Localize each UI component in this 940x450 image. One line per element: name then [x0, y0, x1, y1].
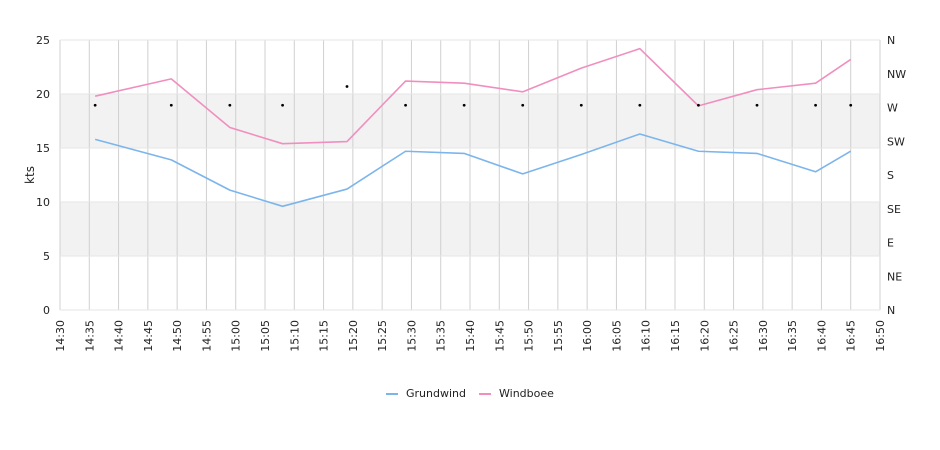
right-axis-label: NE: [887, 270, 902, 283]
x-tick-label: 15:20: [347, 320, 360, 352]
y-tick-label: 0: [43, 304, 50, 317]
x-tick-label: 14:30: [54, 320, 67, 352]
y-tick-label: 10: [36, 196, 50, 209]
direction-marker: [93, 103, 97, 107]
direction-marker: [521, 103, 525, 107]
right-axis-label: NW: [887, 68, 906, 81]
direction-marker: [814, 103, 817, 107]
x-tick-label: 16:45: [845, 320, 858, 352]
x-tick-label: 16:25: [728, 320, 741, 352]
x-tick-label: 14:45: [142, 320, 155, 352]
y-tick-label: 5: [43, 250, 50, 263]
y-tick-label: 25: [36, 34, 50, 47]
series-line-grundwind: [94, 133, 852, 208]
x-tick-label: 15:55: [552, 320, 565, 352]
x-tick-label: 16:30: [757, 320, 770, 352]
right-axis-label: N: [887, 34, 895, 47]
right-axis-label: SE: [887, 203, 901, 216]
direction-marker: [345, 85, 349, 88]
series-line-windboee: [94, 47, 852, 145]
direction-marker: [228, 103, 232, 107]
right-axis-label: E: [887, 237, 894, 250]
direction-marker: [462, 103, 466, 107]
x-tick-label: 14:40: [113, 320, 126, 352]
y-tick-label: 15: [36, 142, 50, 155]
x-tick-label: 14:55: [200, 320, 213, 352]
legend-label: Windboee: [499, 387, 554, 400]
direction-marker: [281, 103, 284, 107]
y-axis-title: kts: [23, 166, 37, 184]
x-tick-label: 16:35: [786, 320, 799, 352]
x-tick-label: 16:00: [581, 320, 594, 352]
legend-label: Grundwind: [406, 387, 466, 400]
x-tick-label: 16:50: [874, 320, 887, 352]
x-tick-label: 15:40: [464, 320, 477, 352]
right-axis-label: W: [887, 102, 898, 115]
right-axis-label: N: [887, 304, 895, 317]
x-tick-label: 15:15: [318, 320, 331, 352]
direction-marker: [849, 103, 853, 107]
direction-marker: [169, 103, 173, 107]
x-tick-label: 15:45: [493, 320, 506, 352]
x-tick-label: 15:30: [405, 320, 418, 352]
y-tick-label: 20: [36, 88, 50, 101]
direction-marker: [404, 103, 407, 107]
x-tick-label: 16:10: [640, 320, 653, 352]
x-tick-label: 16:05: [610, 320, 623, 352]
x-tick-label: 15:10: [288, 320, 301, 352]
x-tick-label: 15:35: [435, 320, 448, 352]
x-tick-label: 15:50: [523, 320, 536, 352]
x-tick-label: 14:50: [171, 320, 184, 352]
x-tick-label: 15:25: [376, 320, 389, 352]
x-tick-label: 14:35: [83, 320, 96, 352]
direction-marker: [638, 103, 642, 107]
x-tick-label: 15:05: [259, 320, 272, 352]
right-axis-label: SW: [887, 135, 905, 148]
right-axis-label: S: [887, 169, 894, 182]
x-tick-label: 15:00: [230, 320, 243, 352]
x-tick-label: 16:40: [815, 320, 828, 352]
direction-marker: [697, 103, 700, 107]
direction-marker: [755, 103, 759, 107]
x-tick-label: 16:15: [669, 320, 682, 352]
direction-marker: [579, 103, 583, 107]
x-tick-label: 16:20: [698, 320, 711, 352]
